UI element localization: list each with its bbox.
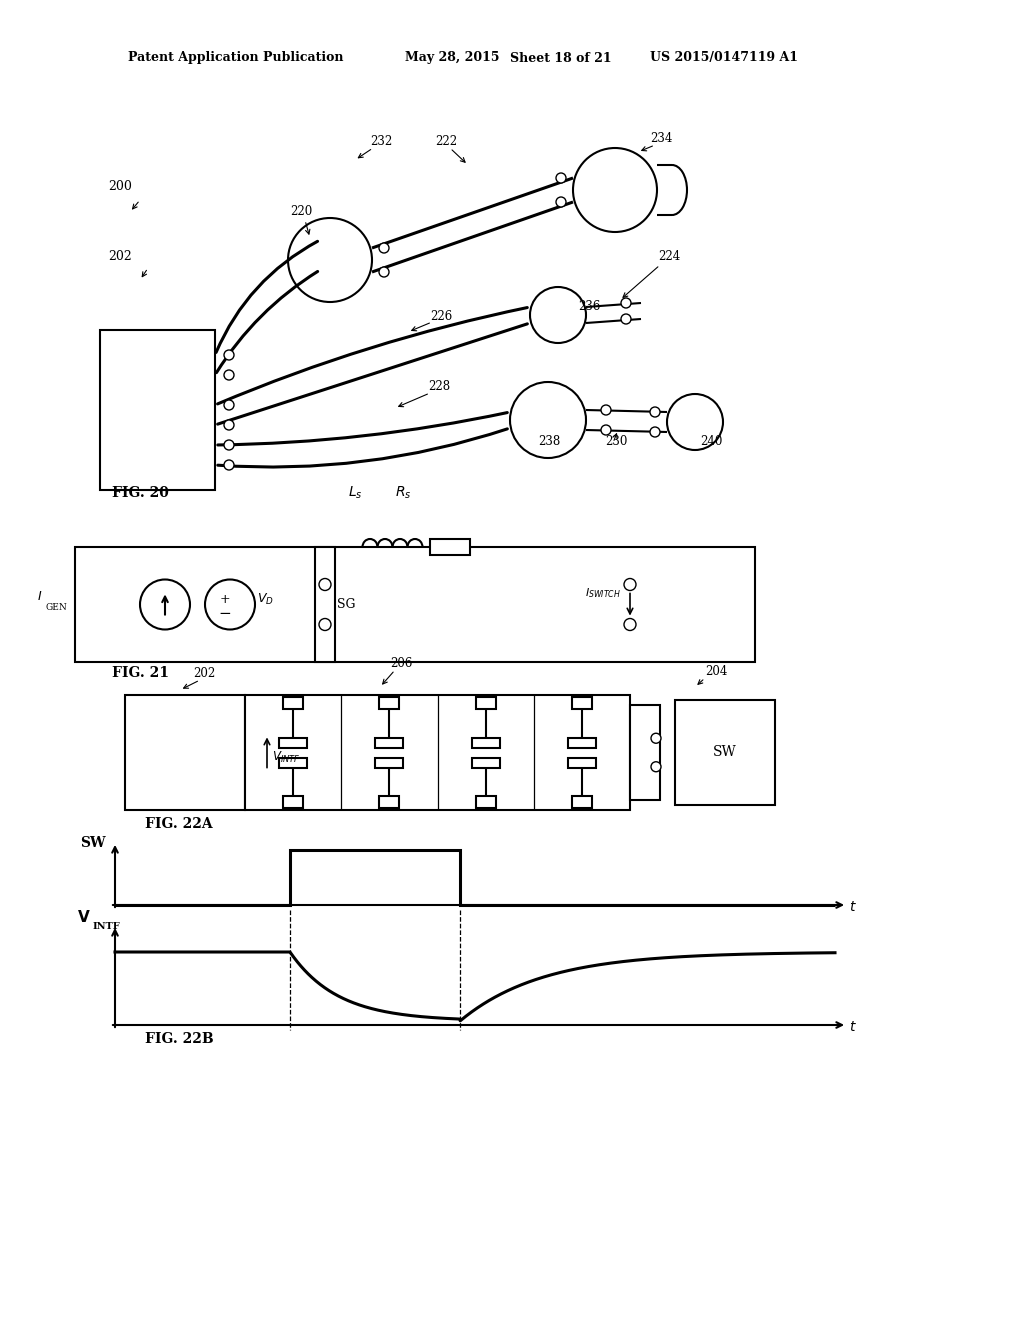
Text: −: − — [219, 607, 231, 622]
Text: 234: 234 — [650, 132, 673, 145]
Circle shape — [319, 578, 331, 590]
Text: 204: 204 — [705, 665, 727, 678]
Circle shape — [140, 579, 190, 630]
Text: 230: 230 — [605, 436, 628, 447]
Bar — [568, 758, 596, 767]
Circle shape — [224, 370, 234, 380]
Text: SW: SW — [713, 746, 737, 759]
Text: US 2015/0147119 A1: US 2015/0147119 A1 — [650, 51, 798, 65]
Bar — [283, 796, 303, 808]
Bar — [315, 546, 335, 663]
Text: SW: SW — [80, 836, 105, 850]
Text: GEN: GEN — [45, 602, 67, 611]
Text: $I_{SWITCH}$: $I_{SWITCH}$ — [585, 586, 621, 601]
Bar — [376, 758, 403, 767]
Text: FIG. 21: FIG. 21 — [112, 667, 169, 680]
Bar — [430, 539, 470, 554]
Bar — [125, 696, 245, 810]
Bar — [75, 546, 755, 663]
Text: $V_D$: $V_D$ — [257, 591, 273, 607]
Bar — [571, 697, 592, 709]
Text: 226: 226 — [430, 310, 453, 323]
Circle shape — [224, 400, 234, 411]
Bar — [280, 738, 307, 747]
Circle shape — [288, 218, 372, 302]
Circle shape — [601, 425, 611, 436]
Text: May 28, 2015: May 28, 2015 — [406, 51, 500, 65]
Circle shape — [651, 733, 662, 743]
Circle shape — [650, 426, 660, 437]
Text: FIG. 22B: FIG. 22B — [145, 1032, 214, 1045]
Circle shape — [319, 619, 331, 631]
Circle shape — [624, 578, 636, 590]
Text: 236: 236 — [578, 300, 600, 313]
Text: 202: 202 — [193, 667, 215, 680]
Circle shape — [624, 619, 636, 631]
Bar — [568, 738, 596, 747]
Text: 206: 206 — [390, 657, 413, 671]
Bar — [100, 330, 215, 490]
Bar — [280, 758, 307, 767]
Text: FIG. 20: FIG. 20 — [112, 486, 169, 500]
Text: 238: 238 — [538, 436, 560, 447]
Circle shape — [556, 173, 566, 183]
Text: Patent Application Publication: Patent Application Publication — [128, 51, 343, 65]
Text: $I$: $I$ — [37, 590, 42, 602]
Text: 200: 200 — [108, 180, 132, 193]
Circle shape — [379, 243, 389, 253]
Circle shape — [601, 405, 611, 414]
Text: $V_{INTF}$: $V_{INTF}$ — [272, 750, 300, 764]
Bar — [675, 700, 775, 805]
Circle shape — [650, 407, 660, 417]
Circle shape — [224, 420, 234, 430]
Text: 220: 220 — [290, 205, 312, 218]
Text: 228: 228 — [428, 380, 451, 393]
Text: INTF: INTF — [93, 921, 121, 931]
Text: SG: SG — [337, 598, 355, 611]
Circle shape — [621, 314, 631, 323]
Circle shape — [224, 350, 234, 360]
Bar — [376, 738, 403, 747]
Bar — [472, 738, 500, 747]
Text: 232: 232 — [370, 135, 392, 148]
Circle shape — [379, 267, 389, 277]
Text: $L_s$: $L_s$ — [348, 484, 362, 502]
Bar — [245, 696, 630, 810]
Circle shape — [621, 298, 631, 308]
Text: 202: 202 — [108, 249, 132, 263]
Text: $\mathbf{V}$: $\mathbf{V}$ — [77, 909, 91, 925]
Text: 224: 224 — [658, 249, 680, 263]
Bar — [630, 705, 660, 800]
Circle shape — [205, 579, 255, 630]
Bar — [472, 758, 500, 767]
Text: 240: 240 — [700, 436, 722, 447]
Bar — [379, 796, 399, 808]
Text: FIG. 22A: FIG. 22A — [145, 817, 213, 832]
Circle shape — [667, 393, 723, 450]
Bar — [283, 697, 303, 709]
Circle shape — [510, 381, 586, 458]
Text: Sheet 18 of 21: Sheet 18 of 21 — [510, 51, 611, 65]
Text: +: + — [220, 593, 230, 606]
Circle shape — [224, 440, 234, 450]
Circle shape — [556, 197, 566, 207]
Text: $t$: $t$ — [849, 1020, 857, 1034]
Bar — [475, 796, 496, 808]
Bar — [475, 697, 496, 709]
Circle shape — [530, 286, 586, 343]
Text: $R_s$: $R_s$ — [395, 484, 412, 502]
Circle shape — [224, 459, 234, 470]
Circle shape — [573, 148, 657, 232]
Text: 222: 222 — [435, 135, 457, 148]
Bar — [571, 796, 592, 808]
Bar — [379, 697, 399, 709]
Text: $t$: $t$ — [849, 900, 857, 913]
Circle shape — [651, 762, 662, 772]
